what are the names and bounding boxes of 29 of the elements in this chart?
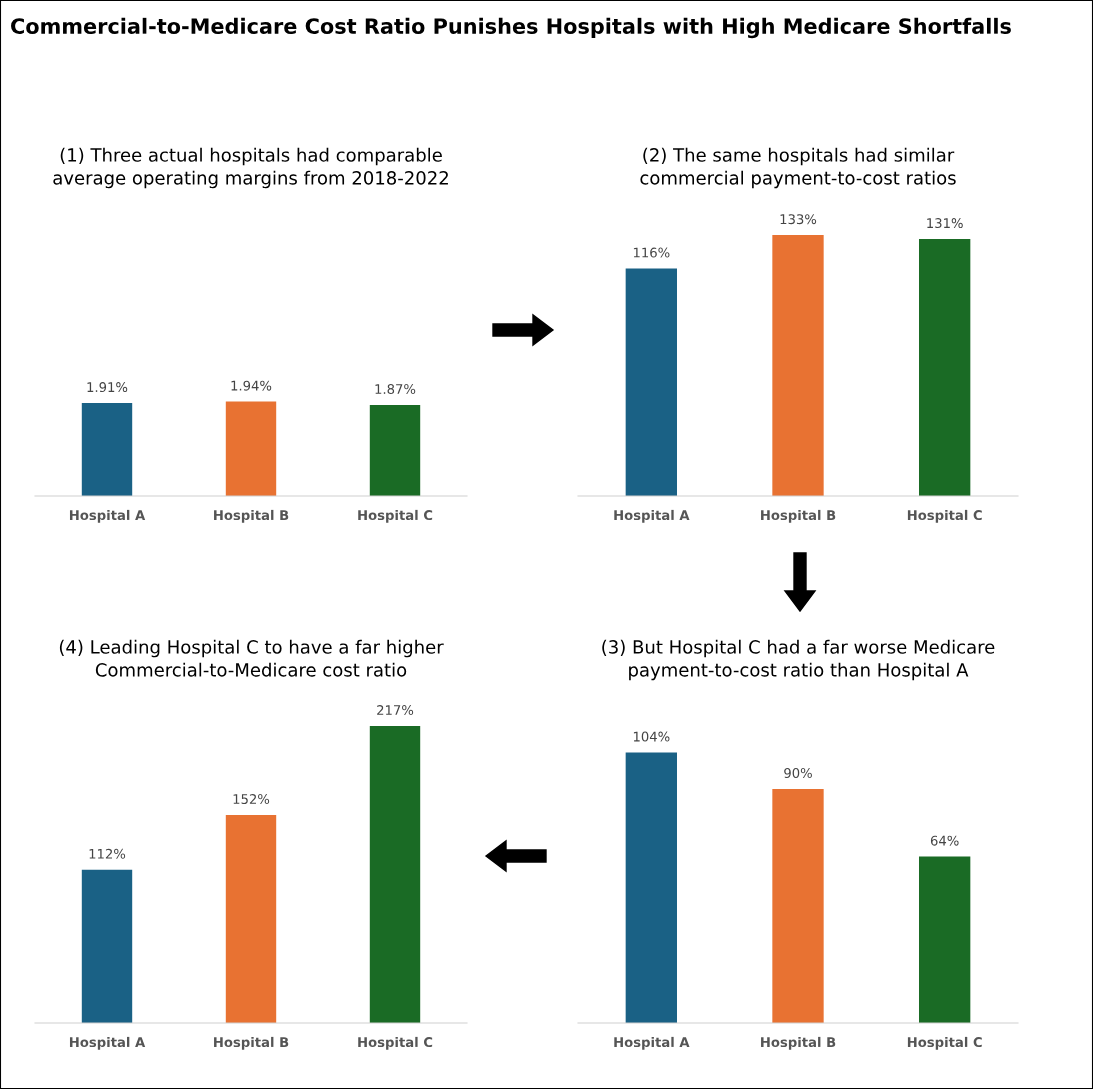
data-label: 1.94%: [231, 380, 272, 391]
x-tick-label: Hospital B: [761, 1036, 836, 1050]
x-tick-label: Hospital B: [214, 509, 289, 523]
data-label: 104%: [633, 731, 670, 742]
x-tick-label: Hospital A: [614, 509, 690, 523]
data-label: 116%: [633, 247, 670, 258]
data-label: 64%: [930, 835, 959, 846]
x-tick-label: Hospital A: [69, 509, 146, 523]
data-label: 131%: [927, 218, 963, 229]
x-tick-label: Hospital A: [69, 1036, 146, 1050]
x-tick-label: Hospital C: [907, 509, 982, 523]
x-tick-label: Hospital C: [358, 509, 433, 523]
chart-title: (3) But Hospital C had a far worse Medicare payment-to-cost ratio than Hospital A: [602, 639, 995, 681]
chart-title: (1) Three actual hospitals had comparable average operating margins from 2018-2022: [53, 147, 448, 189]
text: Commercial-to-Medicare Cost Ratio Punishes Hospitals with High Medicare Shortfalls: [11, 17, 1011, 39]
data-label: 217%: [377, 705, 414, 716]
chart-title: (4) Leading Hospital C to have a far higher Commercial-to-Medicare cost ratio: [59, 639, 444, 677]
data-label: 1.87%: [375, 384, 416, 395]
x-tick-label: Hospital B: [761, 509, 836, 523]
data-label: 1.91%: [87, 382, 128, 393]
x-tick-label: Hospital C: [358, 1036, 433, 1050]
data-label: 152%: [233, 794, 270, 805]
x-tick-label: Hospital B: [214, 1036, 289, 1050]
x-tick-label: Hospital C: [907, 1036, 982, 1050]
data-label: 112%: [89, 848, 126, 859]
data-label: 90%: [784, 768, 812, 778]
data-label: 133%: [780, 214, 817, 225]
x-tick-label: Hospital A: [614, 1036, 690, 1050]
chart-title: (2) The same hospitals had similar commercial payment-to-cost ratios: [640, 147, 956, 189]
